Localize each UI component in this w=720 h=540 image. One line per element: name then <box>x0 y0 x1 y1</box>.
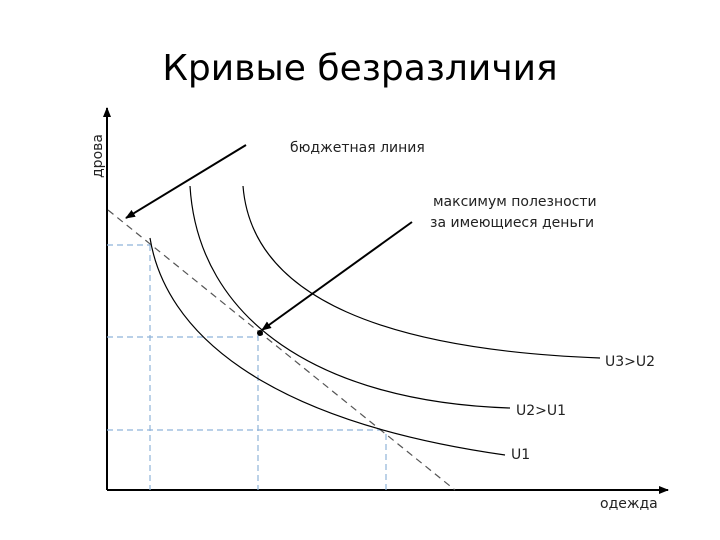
arrow <box>125 144 247 219</box>
curve-label: U1 <box>511 447 530 463</box>
curve-label: U2>U1 <box>516 403 566 419</box>
curve-label: U3>U2 <box>605 354 655 370</box>
curve-u1 <box>149 237 506 456</box>
guides <box>107 244 387 490</box>
budget-line <box>107 209 456 491</box>
tangent-point <box>257 330 263 336</box>
arrow <box>261 221 413 331</box>
utility-label: максимум полезности <box>433 194 597 210</box>
budget-label: бюджетная линия <box>290 140 425 156</box>
x-axis-label: одежда <box>600 496 658 512</box>
title: Кривые безразличия <box>162 48 557 89</box>
utility-label: за имеющиеся деньги <box>430 215 594 231</box>
curve-u2 <box>189 185 511 409</box>
curve-u3 <box>242 185 601 359</box>
y-axis-label: дрова <box>90 134 106 178</box>
